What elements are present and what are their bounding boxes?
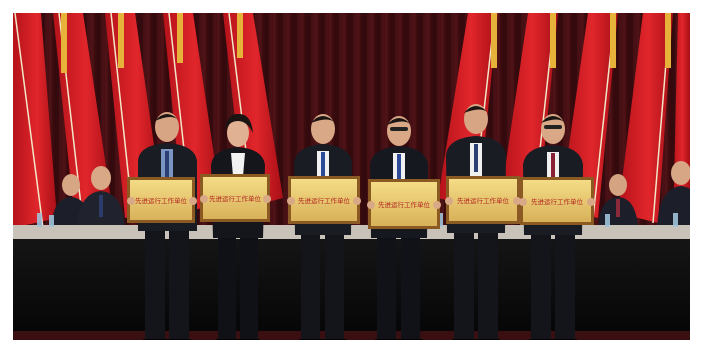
head-table [13,225,690,239]
seated-audience [51,161,690,228]
award-plaques: 先进运行工作单位 先进运行工作单位 先进运行工作单位 先进运行工作单位 先进运行… [127,174,594,229]
plaque-title: 先进运行工作单位 [531,197,584,206]
seated-person-left-2 [77,166,125,228]
water-bottles [37,213,678,227]
plaque-title: 先进运行工作单位 [457,196,510,205]
plaque-1: 先进运行工作单位 [127,177,195,223]
plaque-title: 先进运行工作单位 [209,194,262,203]
plaque-2: 先进运行工作单位 [200,174,270,222]
stage-front [13,239,690,340]
plaque-title: 先进运行工作单位 [135,196,188,205]
plaque-3: 先进运行工作单位 [288,176,360,224]
plaque-5: 先进运行工作单位 [446,176,520,224]
award-ceremony-photo: 先进运行工作单位 先进运行工作单位 先进运行工作单位 先进运行工作单位 先进运行… [13,13,690,340]
plaque-4: 先进运行工作单位 [368,179,440,229]
seated-person-right-2 [657,161,690,228]
plaque-title: 先进运行工作单位 [378,200,431,209]
plaque-title: 先进运行工作单位 [298,196,351,205]
plaque-6: 先进运行工作单位 [520,177,594,225]
